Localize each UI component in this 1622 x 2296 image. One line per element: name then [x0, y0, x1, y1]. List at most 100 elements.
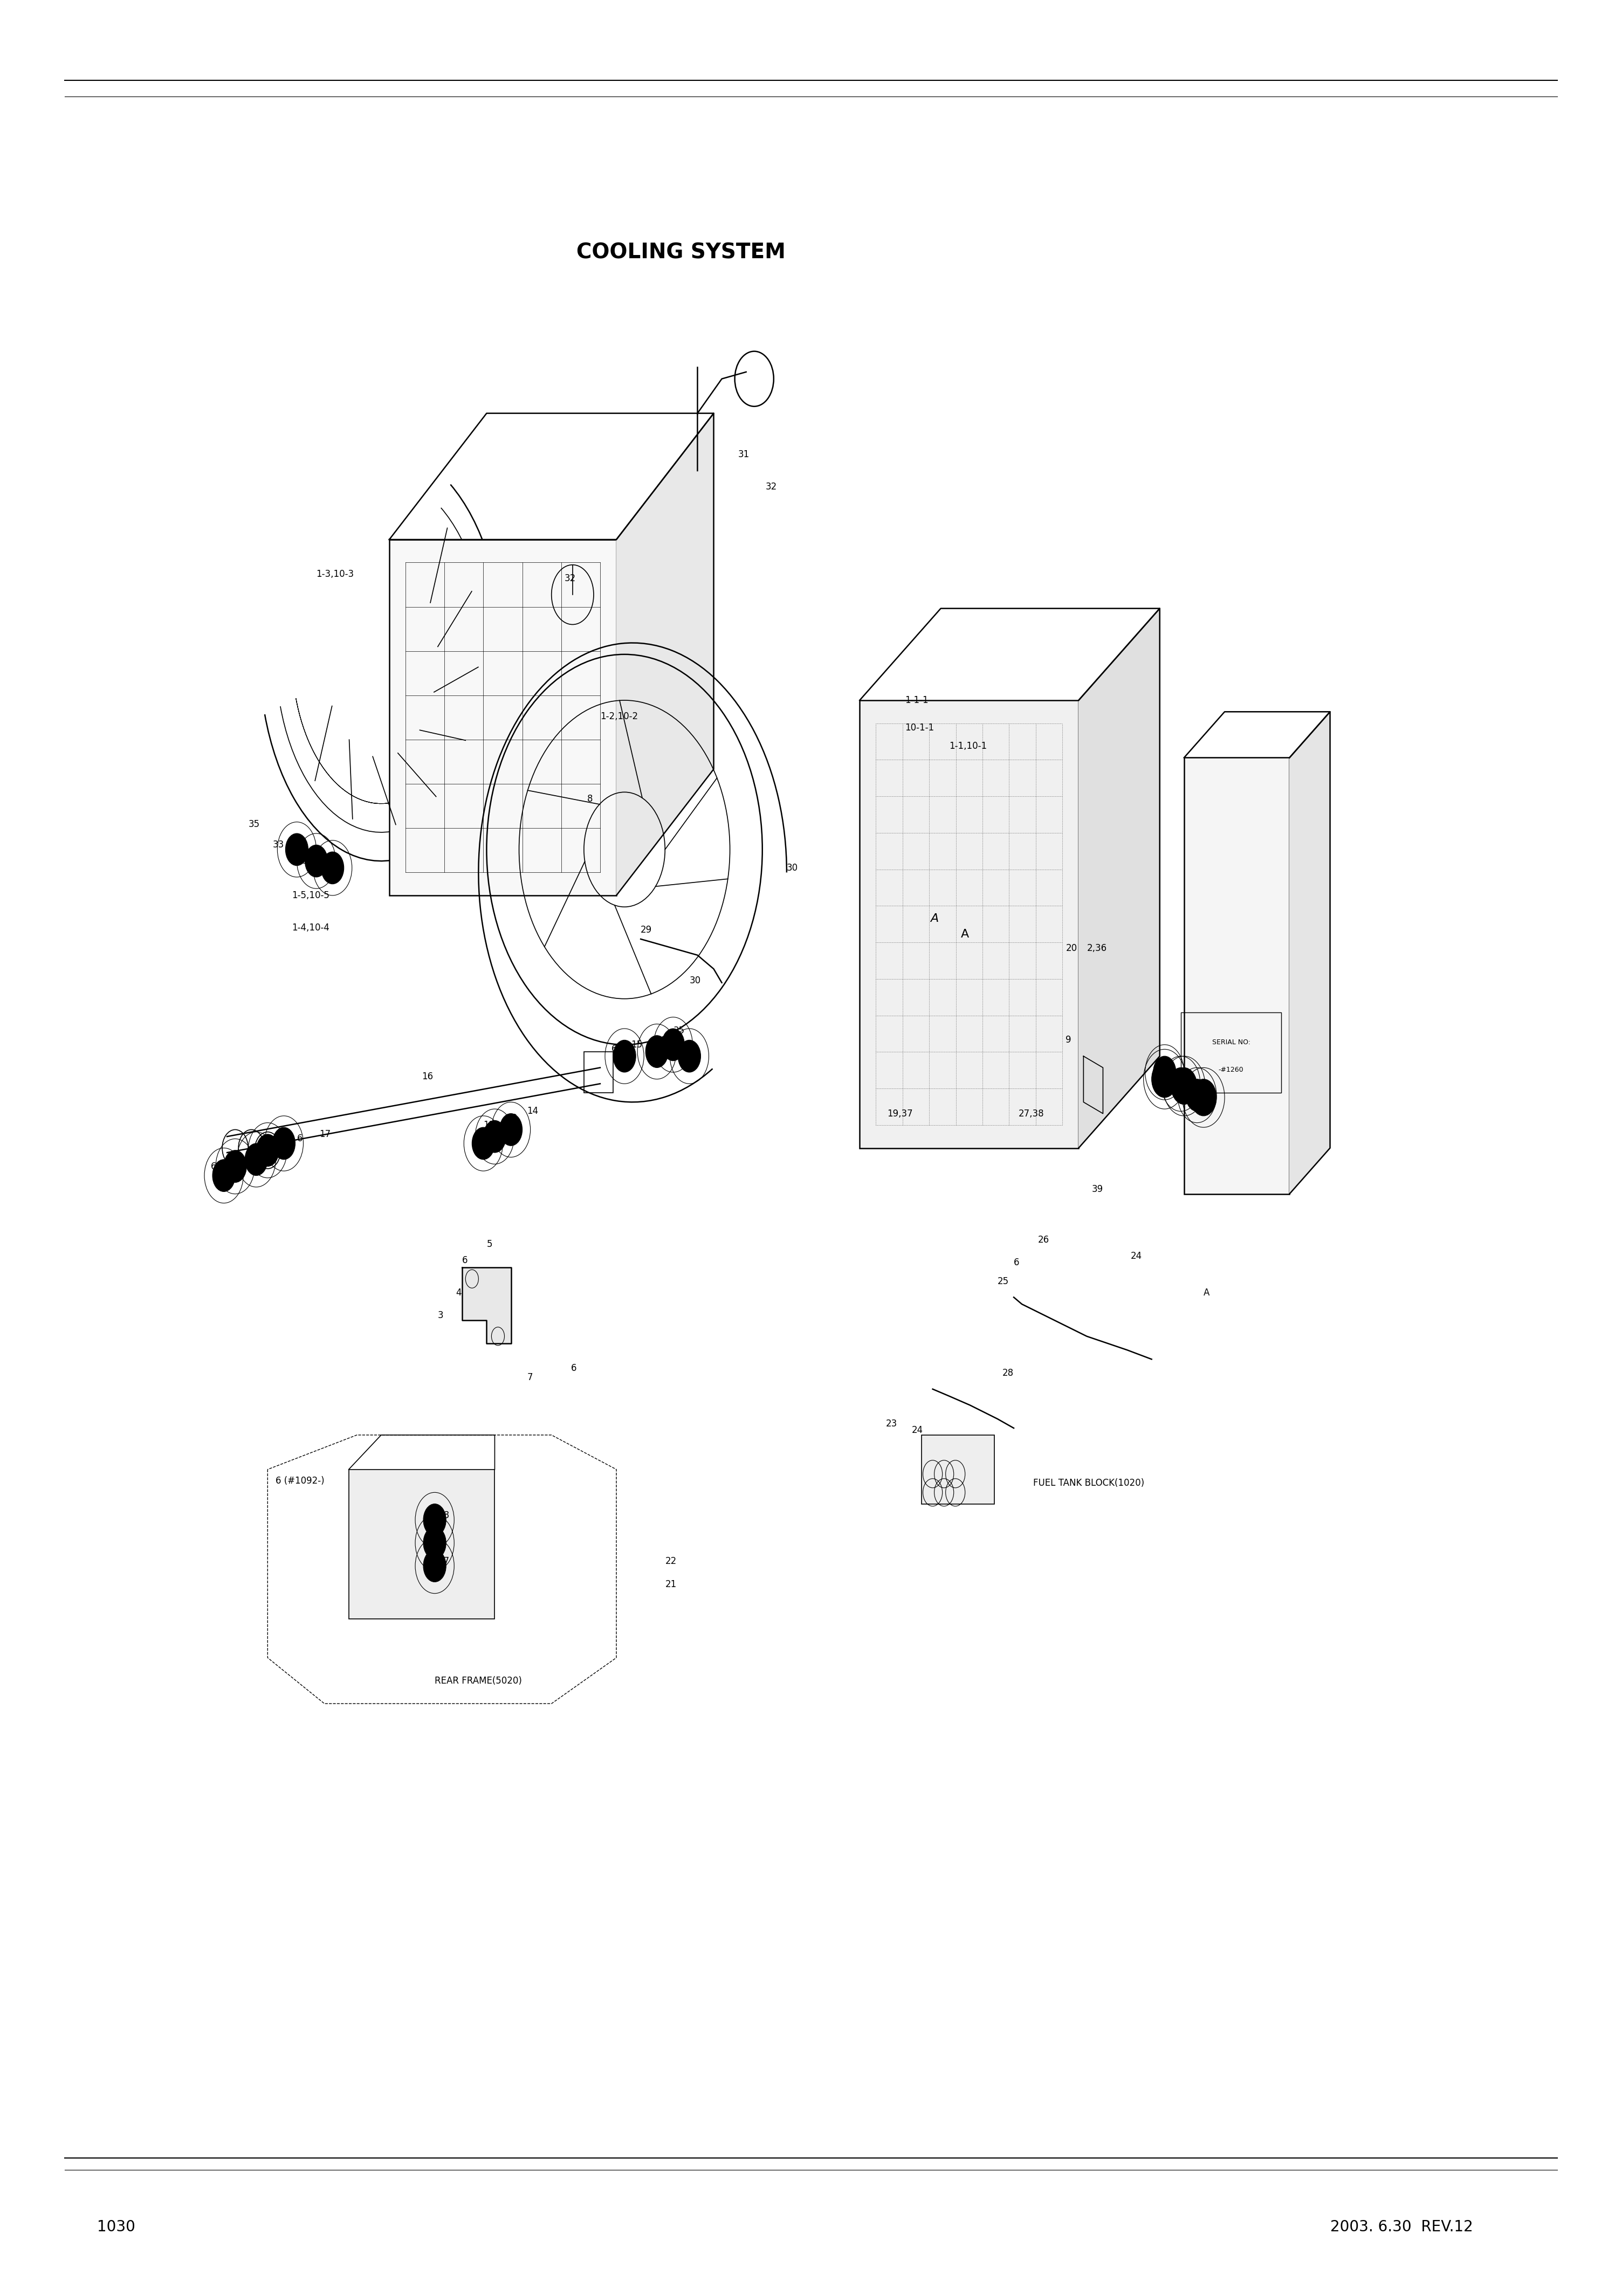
Text: 1-3,10-3: 1-3,10-3 [316, 569, 354, 579]
Text: 18: 18 [438, 1511, 449, 1520]
Text: 2,36: 2,36 [1087, 944, 1106, 953]
Text: 2003. 6.30  REV.12: 2003. 6.30 REV.12 [1330, 2220, 1473, 2234]
Text: 23: 23 [886, 1419, 897, 1428]
Text: 33: 33 [654, 1038, 665, 1047]
Circle shape [321, 852, 344, 884]
Circle shape [613, 1040, 636, 1072]
Text: 19,37: 19,37 [887, 1109, 913, 1118]
Text: FUEL TANK BLOCK(1020): FUEL TANK BLOCK(1020) [1033, 1479, 1145, 1488]
Text: SERIAL NO:: SERIAL NO: [1212, 1038, 1251, 1047]
Text: 6 (#1092-): 6 (#1092-) [276, 1476, 324, 1486]
Text: 5: 5 [487, 1240, 491, 1249]
Text: 1-4,10-4: 1-4,10-4 [292, 923, 329, 932]
Text: 8: 8 [587, 794, 592, 804]
Circle shape [1169, 1068, 1192, 1100]
Circle shape [472, 1127, 495, 1159]
Text: 7: 7 [527, 1373, 532, 1382]
Polygon shape [462, 1267, 511, 1343]
Text: 1-1-1: 1-1-1 [905, 696, 929, 705]
Circle shape [1171, 1068, 1197, 1104]
Bar [921, 1435, 994, 1504]
Text: 6: 6 [611, 1045, 616, 1054]
Text: 17: 17 [320, 1130, 331, 1139]
Circle shape [212, 1159, 235, 1192]
Text: 27,38: 27,38 [1019, 1109, 1045, 1118]
Text: 6: 6 [462, 1256, 467, 1265]
Text: 3: 3 [438, 1311, 444, 1320]
Text: 1-2,10-2: 1-2,10-2 [600, 712, 637, 721]
Text: 21: 21 [665, 1580, 676, 1589]
Circle shape [224, 1150, 247, 1182]
Text: 12: 12 [483, 1120, 495, 1130]
Text: 14: 14 [527, 1107, 539, 1116]
Text: 1-1,10-1: 1-1,10-1 [949, 742, 986, 751]
Text: 1-5,10-5: 1-5,10-5 [292, 891, 329, 900]
Bar [1181, 1013, 1281, 1093]
Bar [349, 1469, 495, 1619]
Text: COOLING SYSTEM: COOLING SYSTEM [577, 243, 785, 262]
Circle shape [245, 1143, 268, 1176]
Circle shape [1191, 1079, 1216, 1116]
Polygon shape [1289, 712, 1330, 1194]
Text: 6 (#1092-): 6 (#1092-) [211, 1162, 260, 1171]
Circle shape [1186, 1079, 1208, 1111]
Text: 25: 25 [998, 1277, 1009, 1286]
Text: 17: 17 [438, 1557, 449, 1566]
Text: 29: 29 [641, 925, 652, 934]
Text: 6: 6 [571, 1364, 576, 1373]
Circle shape [1153, 1056, 1176, 1088]
Text: 34: 34 [688, 1045, 699, 1054]
Text: 32: 32 [766, 482, 777, 491]
Text: 1030: 1030 [97, 2220, 136, 2234]
Text: 6: 6 [438, 1534, 443, 1543]
Circle shape [662, 1029, 684, 1061]
Text: 18: 18 [276, 1141, 287, 1150]
Bar [584, 1052, 613, 1093]
Text: 20: 20 [1066, 944, 1077, 953]
Text: A: A [929, 914, 939, 923]
Text: 33: 33 [272, 840, 284, 850]
Text: REAR FRAME(5020): REAR FRAME(5020) [435, 1676, 522, 1685]
Text: 24: 24 [912, 1426, 923, 1435]
Bar [860, 700, 1079, 1148]
Text: 6: 6 [1014, 1258, 1019, 1267]
Text: 15: 15 [631, 1040, 642, 1049]
Text: 32: 32 [564, 574, 576, 583]
Text: A: A [1204, 1288, 1210, 1297]
Bar [1184, 758, 1289, 1194]
Text: 34: 34 [302, 856, 313, 866]
Text: 35: 35 [673, 1026, 684, 1035]
Circle shape [423, 1550, 446, 1582]
Text: -#1260: -#1260 [1218, 1065, 1244, 1075]
Text: 10-1-1: 10-1-1 [905, 723, 934, 732]
Text: 13: 13 [506, 1114, 517, 1123]
Text: 6: 6 [297, 1134, 302, 1143]
Text: 30: 30 [787, 863, 798, 872]
Circle shape [423, 1527, 446, 1559]
Circle shape [272, 1127, 295, 1159]
Circle shape [285, 833, 308, 866]
Text: 24: 24 [1131, 1251, 1142, 1261]
Text: 4: 4 [456, 1288, 461, 1297]
Text: 31: 31 [738, 450, 749, 459]
Text: 30: 30 [689, 976, 701, 985]
Circle shape [678, 1040, 701, 1072]
Text: 35: 35 [248, 820, 260, 829]
Text: 39: 39 [1092, 1185, 1103, 1194]
Bar [389, 540, 616, 895]
Text: 28: 28 [1002, 1368, 1014, 1378]
Circle shape [483, 1120, 506, 1153]
Text: 22: 22 [665, 1557, 676, 1566]
Text: 26: 26 [1038, 1235, 1049, 1244]
Circle shape [1152, 1061, 1178, 1097]
Polygon shape [1079, 608, 1160, 1148]
Circle shape [423, 1504, 446, 1536]
Text: 16: 16 [422, 1072, 433, 1081]
Text: A: A [960, 930, 970, 939]
Text: 9: 9 [1066, 1035, 1071, 1045]
Circle shape [305, 845, 328, 877]
Circle shape [500, 1114, 522, 1146]
Circle shape [256, 1134, 279, 1166]
Polygon shape [616, 413, 714, 895]
Circle shape [646, 1035, 668, 1068]
